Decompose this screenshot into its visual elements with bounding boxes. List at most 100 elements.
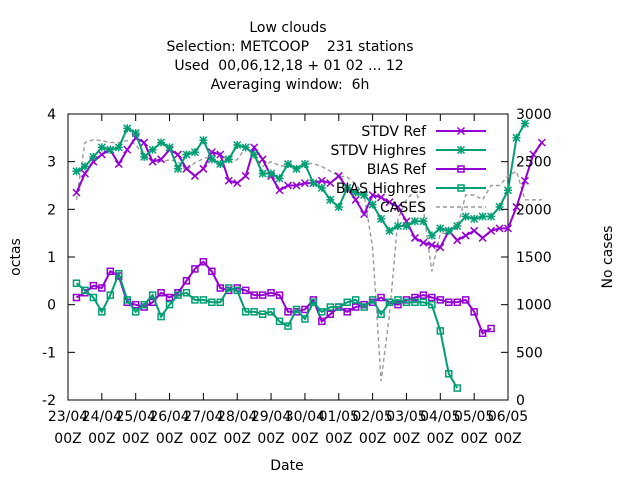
data-point (368, 191, 377, 200)
legend-label: BIAS Ref (367, 162, 427, 178)
data-point (157, 138, 166, 147)
data-point (453, 384, 461, 392)
data-point (224, 176, 233, 185)
x-tick-hour: 00Z (122, 431, 149, 447)
data-point (393, 221, 403, 231)
data-point (529, 150, 538, 159)
data-point (461, 296, 470, 304)
x-tick-hour: 00Z (88, 431, 115, 447)
data-point (191, 296, 199, 304)
data-point (241, 143, 250, 152)
x-tick-date: 29/04 (251, 409, 291, 425)
y2-tick-label: 3000 (516, 107, 552, 123)
data-point (275, 317, 284, 326)
y2-tick-label: 0 (516, 393, 525, 409)
data-point (478, 329, 487, 338)
data-point (250, 150, 259, 159)
data-point (470, 226, 479, 235)
data-point (411, 293, 419, 302)
data-point (157, 289, 165, 297)
data-point (131, 308, 140, 316)
data-point (258, 291, 267, 299)
data-point (284, 322, 292, 330)
y-tick-label: 3 (47, 155, 56, 171)
data-point (140, 152, 149, 161)
data-point (351, 188, 360, 197)
data-point (453, 221, 462, 231)
data-point (393, 202, 403, 211)
x-tick-date: 04/05 (420, 409, 460, 425)
legend-label: STDV Highres (330, 143, 426, 159)
data-point (457, 165, 465, 173)
chart-title: Low clouds Selection: METCOOP 231 statio… (166, 20, 413, 93)
data-point (427, 231, 436, 240)
data-point (241, 308, 250, 316)
data-point (318, 317, 326, 326)
data-point (89, 281, 98, 290)
data-point (191, 265, 199, 273)
data-point (343, 308, 351, 316)
title-line-4: Averaging window: 6h (211, 77, 370, 93)
data-point (267, 169, 276, 178)
data-point (216, 150, 225, 159)
legend-label: CASES (380, 200, 426, 216)
data-point (317, 176, 326, 185)
series-layer (72, 119, 546, 392)
data-point (394, 296, 402, 304)
data-point (512, 202, 521, 211)
data-point (123, 124, 132, 133)
x-tick-date: 23/04 (48, 409, 88, 425)
data-point (72, 279, 81, 287)
data-point (157, 312, 165, 321)
data-point (512, 133, 521, 142)
data-point (377, 310, 385, 318)
data-point (368, 200, 377, 209)
data-point (148, 145, 157, 154)
data-point (360, 210, 369, 219)
data-point (326, 195, 335, 204)
data-point (351, 296, 360, 304)
data-point (241, 171, 250, 180)
data-point (114, 143, 123, 152)
data-point (300, 179, 309, 188)
y2-tick-label: 2000 (516, 202, 552, 218)
y2-tick-label: 1000 (516, 298, 552, 314)
data-point (427, 241, 436, 250)
x-tick-date: 05/05 (454, 409, 494, 425)
data-point (343, 183, 352, 192)
x-tick-hour: 00Z (359, 431, 386, 447)
data-point (267, 308, 275, 316)
data-point (173, 164, 183, 173)
y2-tick-label: 500 (516, 345, 543, 361)
x-tick-hour: 00Z (427, 431, 454, 447)
data-point (520, 176, 529, 185)
data-point (165, 293, 174, 302)
data-point (72, 188, 81, 197)
data-point (520, 119, 529, 128)
data-point (436, 327, 445, 335)
data-point (309, 298, 318, 307)
data-point (461, 231, 470, 240)
data-point (80, 169, 89, 178)
data-point (72, 167, 81, 176)
data-point (436, 296, 445, 304)
data-point (292, 181, 301, 190)
data-point (385, 226, 394, 235)
data-point (335, 303, 343, 311)
data-point (123, 296, 131, 304)
data-point (106, 267, 115, 276)
x-tick-date: 06/05 (488, 409, 528, 425)
data-point (385, 298, 394, 307)
x-tick-hour: 00Z (291, 431, 318, 447)
data-point (190, 148, 199, 157)
x-tick-hour: 00Z (54, 431, 81, 447)
data-point (292, 305, 301, 314)
data-point (309, 179, 318, 188)
data-point (487, 226, 496, 235)
data-point (301, 305, 309, 314)
data-point (301, 315, 309, 323)
x-tick-hour: 00Z (494, 431, 521, 447)
series-line-bias-highres (75, 270, 459, 389)
data-point (453, 298, 461, 307)
data-point (216, 298, 225, 307)
